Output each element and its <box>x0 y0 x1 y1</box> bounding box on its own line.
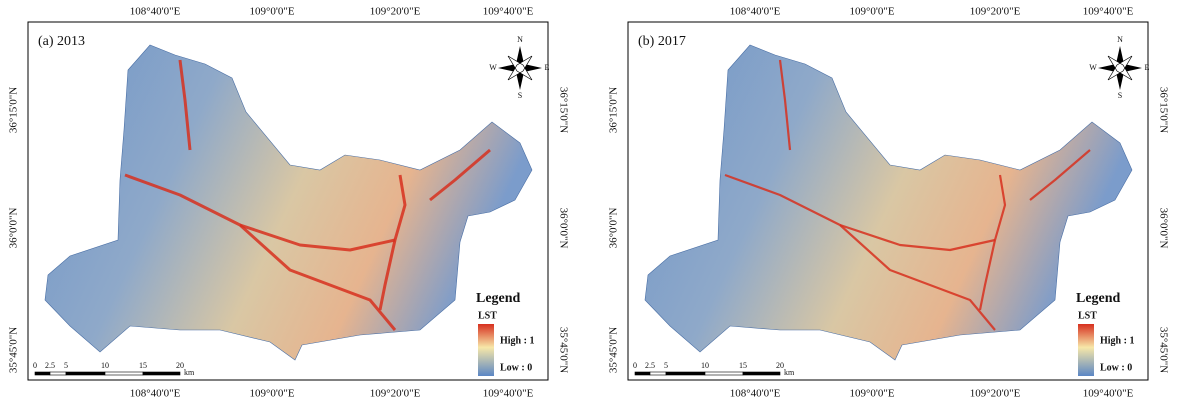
right-coord: 35°45'0"N <box>1157 327 1169 373</box>
scale-label: 15 <box>139 361 147 370</box>
scale-segment <box>50 372 66 375</box>
bottom-coord: 109°20'0"E <box>970 388 1021 400</box>
bottom-coord: 109°40'0"E <box>483 388 534 400</box>
compass-n: N <box>517 35 523 44</box>
legend-ramp <box>478 324 494 376</box>
scale-label: 20 <box>776 361 784 370</box>
legend-field: LST <box>1078 310 1097 321</box>
compass-e: E <box>545 63 550 72</box>
top-coord: 109°40'0"E <box>483 6 534 18</box>
left-coord: 36°15'0"N <box>608 87 620 133</box>
compass-n: N <box>1117 35 1123 44</box>
scale-label: 15 <box>739 361 747 370</box>
compass-e: E <box>1145 63 1150 72</box>
scale-segment <box>635 372 650 375</box>
scale-segment <box>650 372 666 375</box>
right-coord: 36°0'0"N <box>1157 208 1169 249</box>
scale-segment <box>143 372 180 375</box>
scale-unit: km <box>784 368 795 377</box>
top-coord: 109°0'0"E <box>249 6 294 18</box>
bottom-coord: 109°40'0"E <box>1083 388 1134 400</box>
scale-segment <box>105 372 143 375</box>
panel-label: (b) 2017 <box>638 34 686 49</box>
scale-segment <box>743 372 780 375</box>
bottom-coord: 109°0'0"E <box>849 388 894 400</box>
legend-low: Low : 0 <box>1100 362 1132 373</box>
scale-label: 5 <box>664 361 668 370</box>
map-panel: (a) 2013 108°40'0"E 109°0'0"E 109°20'0"E 109… <box>8 6 570 400</box>
scale-label: 0 <box>633 361 637 370</box>
bottom-coord: 109°20'0"E <box>370 388 421 400</box>
right-coord: 36°15'0"N <box>1157 87 1169 133</box>
bottom-coord: 108°40'0"E <box>130 388 181 400</box>
scale-label: 20 <box>176 361 184 370</box>
scale-segment <box>666 372 705 375</box>
right-coord: 36°0'0"N <box>557 208 569 249</box>
right-coord: 36°15'0"N <box>557 87 569 133</box>
compass-w: W <box>489 63 497 72</box>
left-coord: 35°45'0"N <box>608 327 620 373</box>
top-coord: 109°20'0"E <box>370 6 421 18</box>
compass-w: W <box>1089 63 1097 72</box>
scale-segment <box>35 372 50 375</box>
scale-label: 2.5 <box>45 361 55 370</box>
right-coord: 35°45'0"N <box>557 327 569 373</box>
scale-unit: km <box>184 368 195 377</box>
top-coord: 109°40'0"E <box>1083 6 1134 18</box>
legend-high: High : 1 <box>500 335 534 346</box>
left-coord: 35°45'0"N <box>8 327 20 373</box>
scale-segment <box>66 372 105 375</box>
top-coord: 108°40'0"E <box>130 6 181 18</box>
left-coord: 36°15'0"N <box>8 87 20 133</box>
legend-title: Legend <box>476 291 521 306</box>
legend-field: LST <box>478 310 497 321</box>
scale-label: 5 <box>64 361 68 370</box>
legend-ramp <box>1078 324 1094 376</box>
legend-low: Low : 0 <box>500 362 532 373</box>
top-coord: 109°20'0"E <box>970 6 1021 18</box>
scale-segment <box>705 372 743 375</box>
bottom-coord: 108°40'0"E <box>730 388 781 400</box>
panel-label: (a) 2013 <box>38 34 85 49</box>
map-panel: (b) 2017 108°40'0"E 109°0'0"E 109°20'0"E 109… <box>608 6 1170 400</box>
maps: (a) 2013 108°40'0"E 109°0'0"E 109°20'0"E 109… <box>0 0 1179 404</box>
scale-label: 10 <box>101 361 109 370</box>
compass-s: S <box>1118 91 1122 100</box>
legend-high: High : 1 <box>1100 335 1134 346</box>
left-coord: 36°0'0"N <box>8 208 20 249</box>
scale-label: 0 <box>33 361 37 370</box>
top-coord: 108°40'0"E <box>730 6 781 18</box>
legend-title: Legend <box>1076 291 1121 306</box>
top-coord: 109°0'0"E <box>849 6 894 18</box>
bottom-coord: 109°0'0"E <box>249 388 294 400</box>
compass-s: S <box>518 91 522 100</box>
left-coord: 36°0'0"N <box>608 208 620 249</box>
scale-label: 2.5 <box>645 361 655 370</box>
scale-label: 10 <box>701 361 709 370</box>
